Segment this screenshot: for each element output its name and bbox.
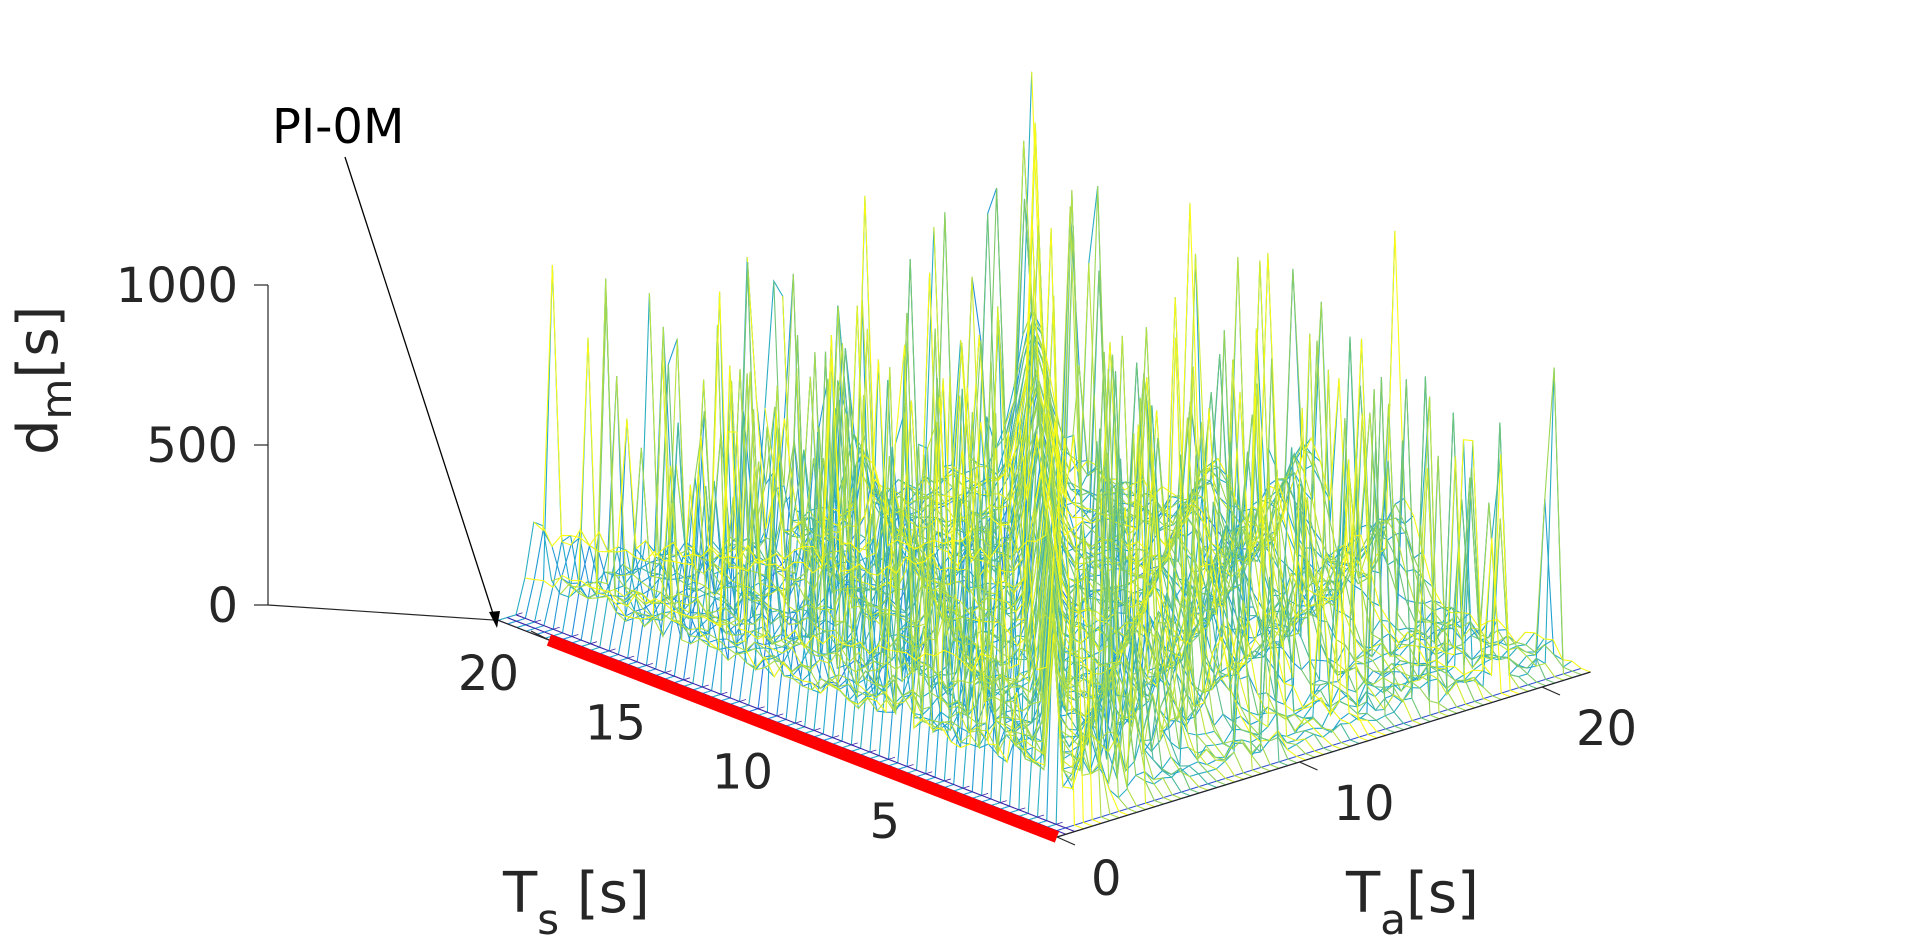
mesh-column-line (640, 364, 1200, 794)
z-axis-title: dm[s] (6, 306, 81, 455)
y-tick-label: 20 (1576, 701, 1637, 757)
annotation-label: PI-0M (272, 99, 404, 155)
x-axis-title-main: T (502, 861, 538, 926)
mesh-column-line (684, 367, 1244, 780)
mesh-column-line (559, 412, 1120, 819)
mesh-column-line (853, 405, 1413, 728)
annotation-arrow (344, 156, 498, 627)
x-tick-label: 20 (458, 646, 519, 702)
y-axis-title: Ta[s] (1345, 861, 1479, 944)
x-tick-label: 5 (869, 794, 900, 850)
x-tick (530, 630, 550, 641)
z-axis-title-main: d (6, 419, 71, 455)
z-tick-label: 0 (207, 578, 238, 634)
x-tick-label: 10 (712, 745, 773, 801)
mesh-column-line (622, 447, 1182, 800)
mesh-column-line (817, 195, 1378, 739)
y-axis-title-main: T (1345, 861, 1381, 926)
y-tick (1056, 836, 1076, 846)
x-tick-label: 15 (585, 695, 646, 751)
y-tick (1541, 686, 1561, 696)
z-tick-label: 500 (146, 418, 238, 474)
y-tick (1299, 761, 1318, 771)
mesh-column-line (524, 365, 1084, 830)
mesh-column-line (648, 292, 1209, 791)
y-axis-title-sub: a (1380, 895, 1406, 944)
mesh-column-line (631, 411, 1191, 797)
mesh-column-line (533, 264, 1093, 827)
y-tick-label: 0 (1091, 851, 1122, 907)
x-axis-title-sub: s (537, 895, 559, 944)
y-axis-line (1056, 671, 1591, 838)
x-axis-title: Ts [s] (502, 861, 650, 944)
mesh-column-line (542, 291, 1102, 824)
z-tick-label: 1000 (116, 258, 238, 314)
z-axis-title-sub: m (32, 379, 81, 420)
mesh-column-line (1031, 71, 1591, 673)
y-axis-title-unit: [s] (1406, 861, 1479, 926)
annotation-arrowhead (489, 611, 500, 628)
mesh-surface (498, 71, 1591, 838)
y-tick-label: 10 (1334, 776, 1395, 832)
x-axis-title-unit: [s] (559, 861, 650, 926)
back-edge-line (267, 604, 499, 621)
mesh-column-line (551, 326, 1111, 822)
z-axis-title-unit: [s] (6, 306, 71, 379)
mesh-column-line (515, 614, 1075, 833)
pi-0m-highlight-line (546, 634, 1060, 843)
